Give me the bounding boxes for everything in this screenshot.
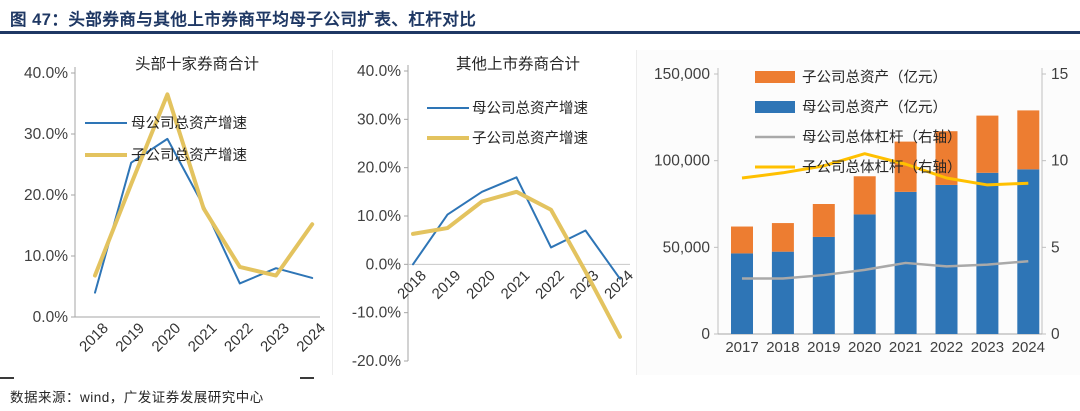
series-line-subsidiary-asset-growth bbox=[93, 92, 315, 278]
bar-subsidiary-total-assets bbox=[853, 176, 876, 215]
bar-parent-total-assets bbox=[812, 236, 835, 334]
figure-footer: 数据来源：wind，广发证券发展研究中心 bbox=[10, 386, 264, 406]
legend-label-parent-leverage: 母公司总体杠杆（右轴） bbox=[802, 129, 962, 146]
x-tick-label: 2024 bbox=[293, 320, 329, 356]
y-tick-label: 10.0% bbox=[24, 248, 68, 265]
right-y-tick-label: 5 bbox=[1051, 239, 1060, 256]
legend-label-parent-asset-growth: 母公司总资产增速 bbox=[131, 115, 247, 132]
x-tick-label: 2023 bbox=[257, 320, 293, 356]
title-rule bbox=[0, 31, 1080, 34]
y-tick-label: -20.0% bbox=[352, 353, 401, 370]
x-tick-label: 2018 bbox=[76, 320, 112, 356]
x-tick-label: 2017 bbox=[725, 339, 758, 356]
x-tick-label: 2020 bbox=[149, 320, 185, 356]
x-tick-label: 2021 bbox=[498, 267, 534, 303]
x-tick-label: 2019 bbox=[807, 339, 840, 356]
x-tick-label: 2020 bbox=[463, 267, 499, 303]
bar-parent-total-assets bbox=[935, 184, 958, 334]
bar-subsidiary-total-assets bbox=[771, 223, 794, 252]
chart-assets-and-leverage: 0 50,000 100,000 150,000 0 5 10 15 2017 2018 2019 2… bbox=[637, 50, 1080, 375]
y-tick-label: 30.0% bbox=[357, 111, 401, 128]
legend-label-parent-total-assets: 母公司总资产（亿元） bbox=[802, 99, 947, 116]
x-tick-label: 2022 bbox=[930, 339, 963, 356]
data-source: 数据来源：wind，广发证券发展研究中心 bbox=[10, 390, 264, 405]
x-tick-label: 2021 bbox=[185, 320, 221, 356]
bar-parent-total-assets bbox=[853, 214, 876, 334]
chart-other-brokers-growth: 其他上市券商合计 -20.0% -10.0% 0.0% 10.0% 20.0% 30.0% 4… bbox=[352, 55, 637, 370]
legend-label-subsidiary-asset-growth: 子公司总资产增速 bbox=[131, 147, 247, 164]
figure-title: 图 47：头部券商与其他上市券商平均母子公司扩表、杠杆对比 bbox=[10, 11, 477, 29]
panel-divider bbox=[332, 50, 333, 375]
charts-row: 头部十家券商合计 0.0% 10.0% 20.0% 30.0% 40.0% 2018 2019… bbox=[0, 50, 1080, 375]
series-line-parent-asset-growth bbox=[412, 176, 621, 280]
bar-subsidiary-total-assets bbox=[935, 131, 958, 185]
table-border-mark bbox=[300, 377, 314, 379]
y-tick-label: 40.0% bbox=[357, 63, 401, 80]
left-y-tick-label: 150,000 bbox=[654, 66, 710, 83]
left-y-tick-label: 0 bbox=[701, 326, 710, 343]
right-y-tick-label: 15 bbox=[1051, 66, 1068, 83]
bar-subsidiary-total-assets bbox=[731, 226, 753, 254]
right-y-tick-label: 10 bbox=[1051, 153, 1069, 170]
x-tick-label: 2020 bbox=[848, 339, 881, 356]
right-y-tick-label: 0 bbox=[1051, 326, 1060, 343]
x-tick-label: 2021 bbox=[889, 339, 922, 356]
x-tick-label: 2019 bbox=[112, 320, 148, 356]
bar-parent-total-assets bbox=[976, 172, 999, 334]
bar-subsidiary-total-assets bbox=[1017, 110, 1040, 170]
bar-parent-total-assets bbox=[1017, 169, 1040, 334]
y-tick-label: 20.0% bbox=[24, 187, 68, 204]
left-y-tick-label: 50,000 bbox=[663, 239, 711, 256]
bar-subsidiary-total-assets bbox=[976, 115, 999, 173]
x-tick-label: 2024 bbox=[1012, 339, 1045, 356]
y-tick-label: 40.0% bbox=[24, 65, 68, 82]
legend-label-subsidiary-leverage: 子公司总体杠杆（右轴） bbox=[802, 159, 962, 176]
legend-label-subsidiary-asset-growth: 子公司总资产增速 bbox=[472, 130, 588, 147]
series-line-subsidiary-leverage bbox=[741, 152, 1029, 187]
left-y-tick-label: 100,000 bbox=[654, 153, 710, 170]
y-tick-label: 10.0% bbox=[357, 208, 401, 225]
bar-subsidiary-total-assets bbox=[894, 141, 917, 192]
y-tick-label: -10.0% bbox=[352, 305, 401, 322]
x-tick-label: 2023 bbox=[971, 339, 1004, 356]
legend-swatch-subsidiary-total-assets bbox=[755, 71, 795, 83]
x-tick-label: 2022 bbox=[221, 320, 257, 356]
chart-title: 其他上市券商合计 bbox=[456, 55, 580, 73]
table-border-mark bbox=[0, 377, 14, 379]
bar-parent-total-assets bbox=[731, 253, 753, 334]
chart-title: 头部十家券商合计 bbox=[135, 55, 259, 73]
x-tick-label: 2022 bbox=[532, 267, 568, 303]
x-tick-label: 2024 bbox=[601, 267, 637, 303]
legend-label-parent-asset-growth: 母公司总资产增速 bbox=[472, 100, 588, 117]
bar-subsidiary-total-assets bbox=[812, 204, 835, 237]
y-tick-label: 0.0% bbox=[366, 256, 402, 273]
x-tick-label: 2019 bbox=[429, 267, 465, 303]
series-line-parent-leverage bbox=[742, 259, 1029, 280]
x-tick-label: 2018 bbox=[766, 339, 799, 356]
y-tick-label: 30.0% bbox=[24, 126, 68, 143]
series-line-subsidiary-asset-growth bbox=[411, 189, 622, 339]
panel-divider bbox=[636, 50, 637, 375]
chart-top10-brokers-growth: 头部十家券商合计 0.0% 10.0% 20.0% 30.0% 40.0% 2018 2019… bbox=[24, 55, 329, 356]
legend-label-subsidiary-total-assets: 子公司总资产（亿元） bbox=[802, 69, 947, 86]
y-tick-label: 0.0% bbox=[33, 309, 69, 326]
figure-header: 图 47：头部券商与其他上市券商平均母子公司扩表、杠杆对比 bbox=[10, 6, 476, 30]
bar-parent-total-assets bbox=[771, 251, 794, 334]
y-tick-label: 20.0% bbox=[357, 160, 401, 177]
legend-swatch-parent-total-assets bbox=[755, 101, 795, 113]
